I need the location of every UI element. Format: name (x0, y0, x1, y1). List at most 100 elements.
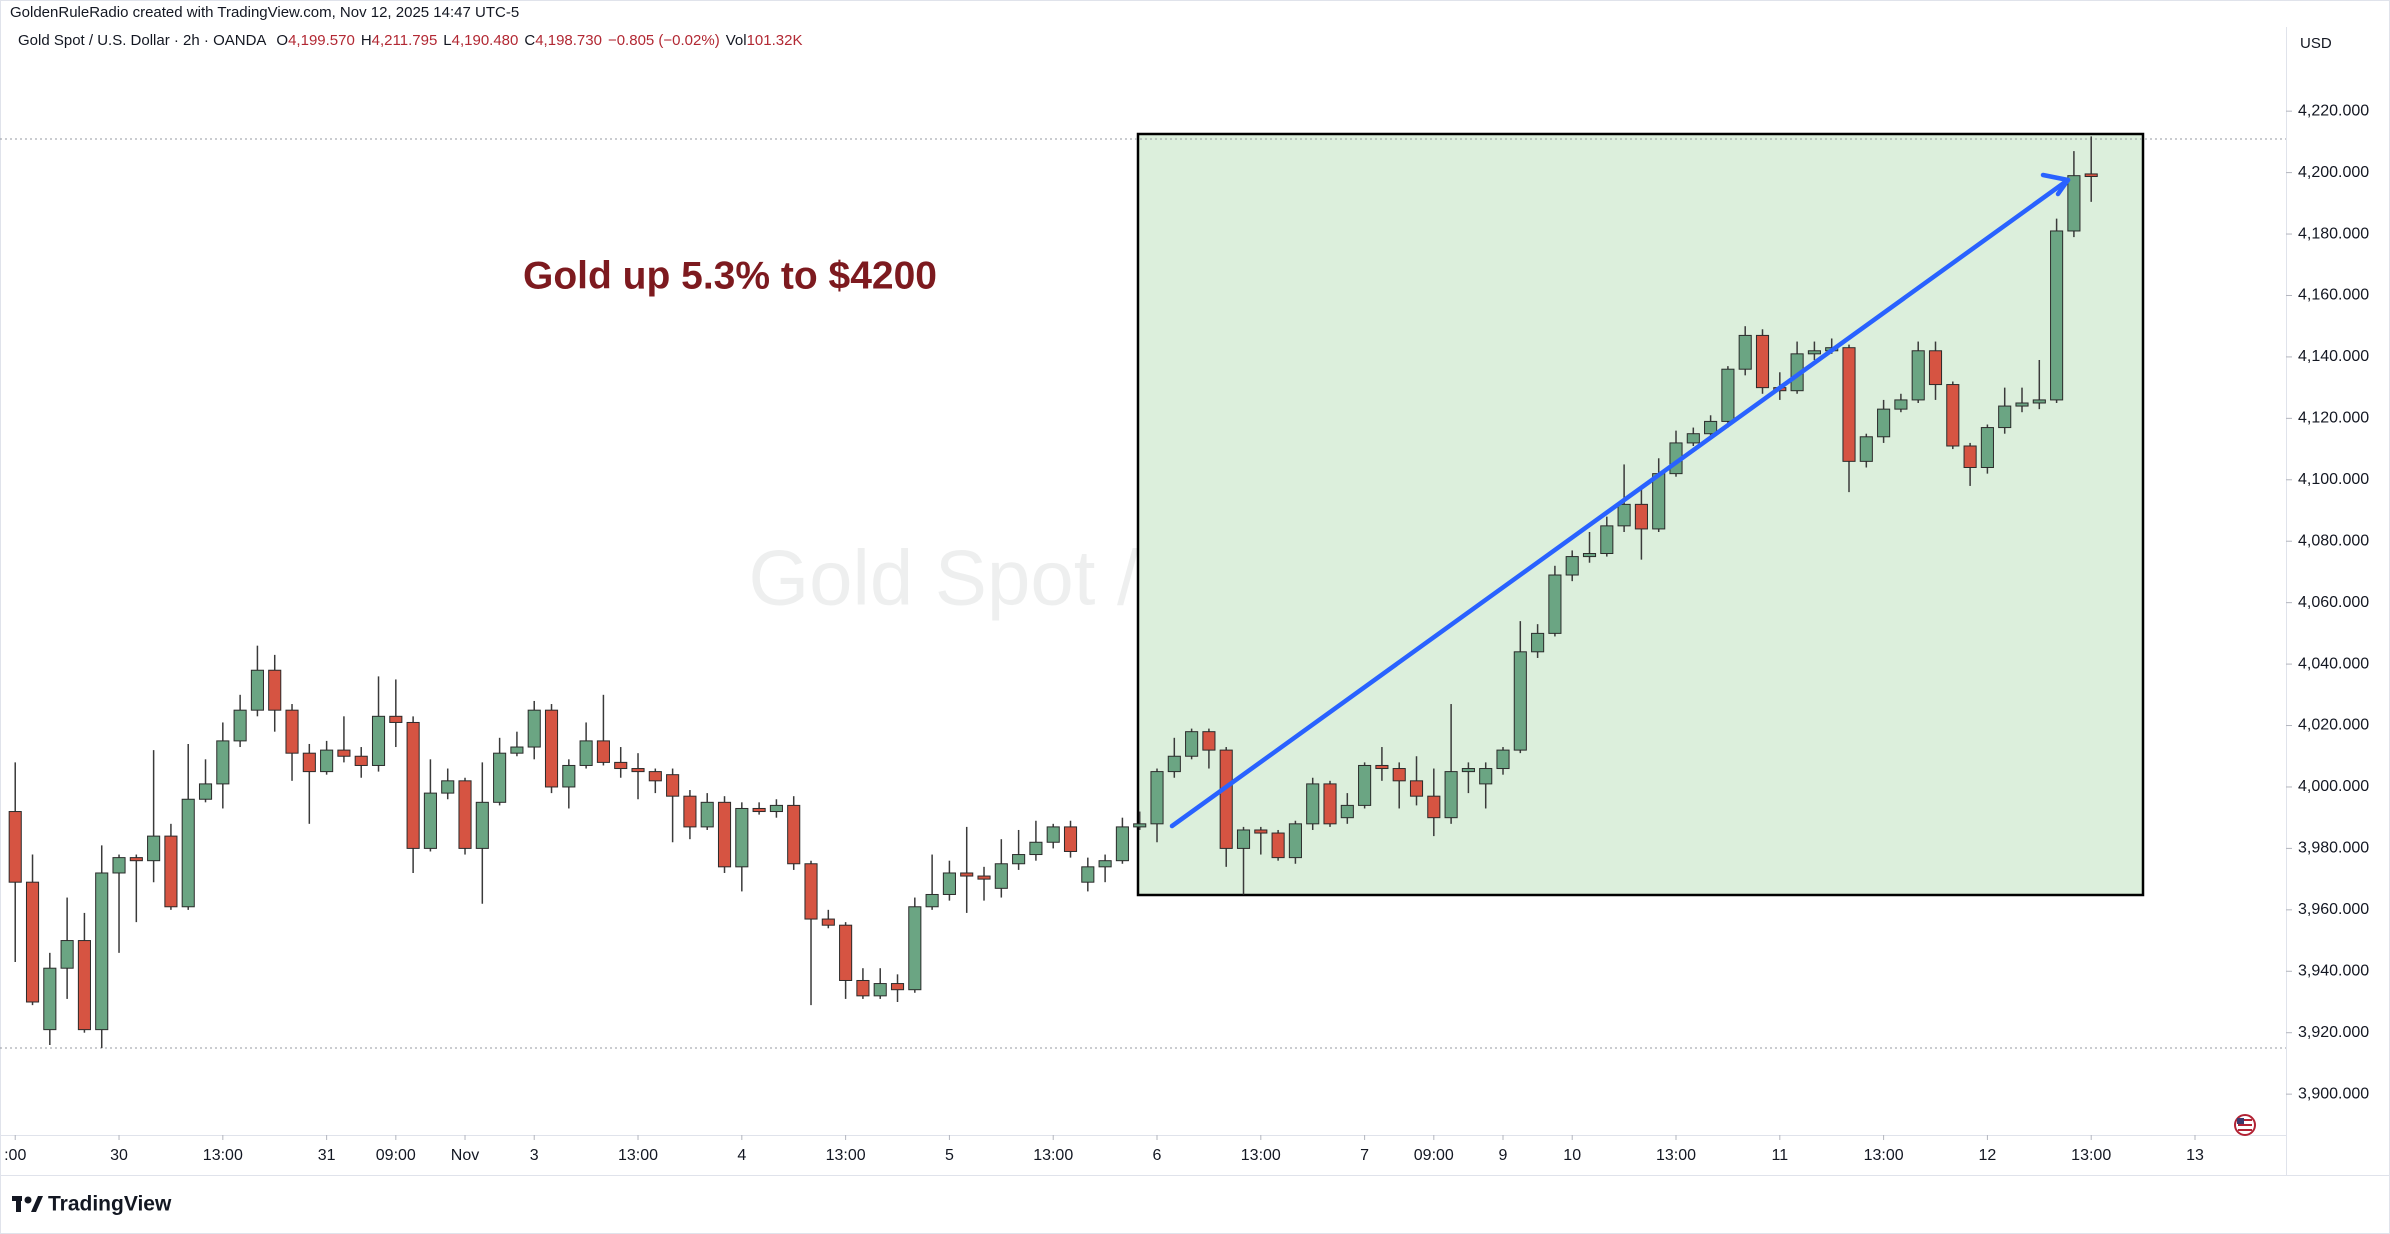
candles (8, 136, 2098, 1049)
candle-body (337, 749, 351, 757)
candle-body (1323, 783, 1337, 825)
candle-body (544, 709, 559, 788)
candle-body (925, 893, 939, 908)
candle-body (216, 740, 230, 785)
logo-text: TradingView (48, 1193, 172, 1216)
candle-body (302, 752, 316, 773)
candle-body (233, 709, 247, 742)
x-tick-label: 13:00 (1241, 1147, 1281, 1164)
legend-value: 4,211.795 (372, 32, 438, 49)
candle-body (1617, 503, 1631, 527)
candle-body (164, 835, 178, 908)
x-tick-label: 13:00 (1656, 1147, 1696, 1164)
candle-body (683, 795, 697, 828)
y-tick-label: 4,200.000 (2298, 164, 2369, 181)
candle-body (8, 811, 22, 883)
y-tick-label: 4,040.000 (2298, 655, 2369, 672)
candle-body (1029, 841, 1043, 856)
candle-body (129, 857, 143, 862)
candle-body (579, 740, 593, 766)
candle-body (1877, 408, 1891, 438)
legend-key: Vol (726, 32, 747, 49)
candle-body (1894, 399, 1908, 410)
flag-icon (2234, 1114, 2256, 1136)
y-tick-label: 4,060.000 (2298, 594, 2369, 611)
candle-body (1634, 503, 1648, 530)
candle-body (735, 807, 749, 868)
candle-body (821, 918, 835, 926)
candle-body (2084, 173, 2098, 178)
candle-body (1063, 826, 1078, 852)
legend-value: 4,198.730 (535, 32, 602, 49)
y-tick-label: 4,140.000 (2298, 348, 2369, 365)
candle-body (2015, 402, 2029, 407)
candle-body (181, 798, 195, 908)
y-tick-label: 4,160.000 (2298, 287, 2369, 304)
candle-body (406, 721, 420, 849)
candle-body (1358, 764, 1372, 806)
candle-body (1340, 804, 1354, 819)
candle-body (596, 740, 610, 763)
x-tick-label: 13 (2186, 1147, 2204, 1164)
candle-body (1946, 384, 1960, 447)
candle-body (1081, 866, 1095, 883)
annotation: Gold up 5.3% to $4200 (523, 254, 937, 297)
candle-body (1807, 350, 1821, 355)
x-tick-label: 30 (110, 1147, 128, 1164)
candle-body (1548, 574, 1562, 634)
x-tick-label: 13:00 (1033, 1147, 1073, 1164)
candle-body (648, 771, 662, 782)
legend-value: 4,190.480 (452, 32, 519, 49)
legend-key: O (276, 32, 288, 49)
arrow-head (2040, 172, 2071, 197)
x-tick-label: 13:00 (1864, 1147, 1904, 1164)
candle-body (1115, 826, 1129, 862)
x-tick-label: 4 (737, 1147, 746, 1164)
x-tick-label: 12 (1979, 1147, 1997, 1164)
candle-body (43, 967, 57, 1031)
x-tick-label: 09:00 (376, 1147, 416, 1164)
x-tick-label: 9 (1499, 1147, 1508, 1164)
candle-body (320, 749, 334, 773)
candle-body (839, 924, 853, 981)
candle-body (1928, 350, 1943, 386)
candle-body (1859, 436, 1873, 462)
candle-body (1306, 783, 1320, 825)
candle-body (1686, 433, 1700, 444)
y-tick-label: 3,940.000 (2298, 962, 2369, 979)
candle-body (666, 774, 680, 797)
candle-body (787, 804, 801, 865)
y-tick-label: 4,180.000 (2298, 225, 2369, 242)
candle-body (562, 764, 576, 788)
candle-body (769, 804, 783, 813)
candle-body (268, 669, 282, 711)
candle-body (1427, 795, 1441, 819)
x-tick-label: Nov (451, 1147, 479, 1164)
candle-body (527, 709, 541, 748)
candle-body (1046, 826, 1060, 843)
candle-body (1755, 334, 1770, 389)
x-tick-label: 3 (530, 1147, 539, 1164)
credit: GoldenRuleRadio created with TradingView… (10, 4, 519, 21)
candle-body (1202, 731, 1216, 751)
candle-body (389, 715, 403, 723)
candle-body (960, 872, 974, 877)
candle-body (1167, 755, 1181, 773)
trend-arrow (1169, 177, 2071, 829)
legend-key: H (361, 32, 372, 49)
candle-body (717, 801, 732, 868)
legend-value: 101.32K (747, 32, 803, 49)
candle-body (1513, 651, 1527, 751)
candle-body (60, 940, 74, 969)
candle-body (1133, 823, 1147, 828)
candle-body (700, 801, 714, 828)
candle-body (441, 780, 455, 794)
candle-body (1236, 829, 1251, 849)
axes: 3,900.000 3,920.000 3,940.000 3,960.000 3,98… (4, 102, 2369, 1164)
legend-key: L (443, 32, 451, 49)
candle-body (1738, 334, 1752, 370)
candle-body (1721, 368, 1735, 422)
candle-body (1271, 832, 1285, 859)
candle-body (1582, 553, 1597, 558)
x-tick-label: 13:00 (618, 1147, 658, 1164)
